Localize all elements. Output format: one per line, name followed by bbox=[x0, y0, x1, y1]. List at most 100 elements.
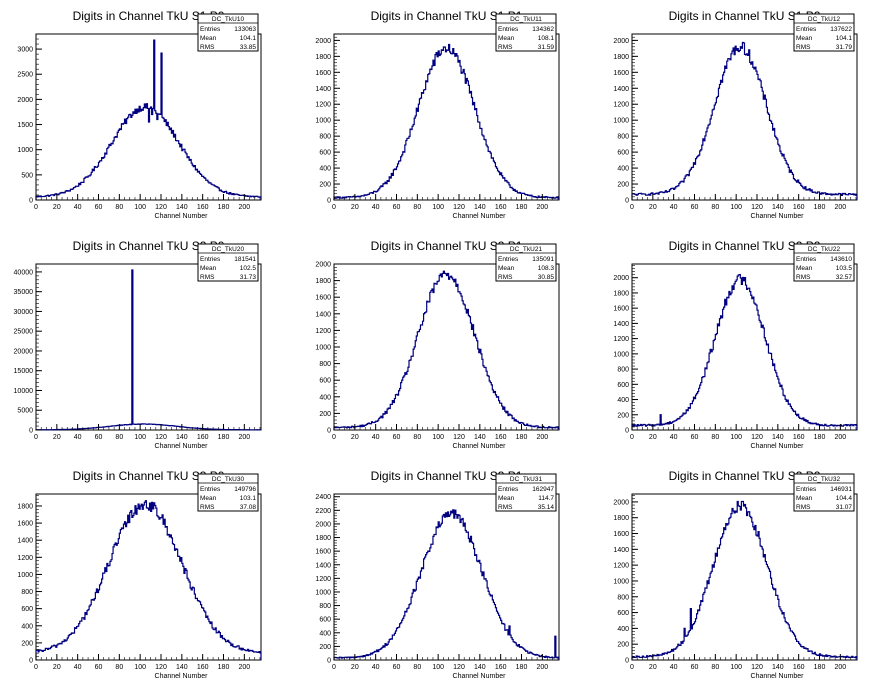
stats-name: DC_TkU10 bbox=[212, 16, 245, 23]
stats-value-rms: 33.85 bbox=[240, 44, 257, 51]
y-tick-label: 0 bbox=[327, 658, 331, 665]
y-tick-label: 500 bbox=[21, 172, 33, 179]
x-tick-label: 200 bbox=[834, 664, 846, 671]
x-tick-label: 100 bbox=[730, 434, 742, 441]
stats-box-frame bbox=[197, 473, 259, 512]
stats-value-rms: 31.59 bbox=[538, 44, 555, 51]
chart-title: Digits in Channel TkU S3 P0 bbox=[73, 469, 225, 483]
x-tick-label: 120 bbox=[155, 434, 167, 441]
y-tick-label: 800 bbox=[319, 361, 331, 368]
stats-value-entries: 146931 bbox=[830, 486, 852, 493]
stats-value-rms: 30.85 bbox=[538, 274, 555, 281]
stats-value-entries: 162947 bbox=[532, 486, 554, 493]
x-tick-label: 20 bbox=[53, 664, 61, 671]
histogram-line bbox=[631, 274, 858, 430]
y-tick-label: 1400 bbox=[315, 311, 331, 318]
stats-name: DC_TkU20 bbox=[212, 246, 245, 253]
x-tick-label: 180 bbox=[218, 664, 230, 671]
stats-value-entries: 143610 bbox=[830, 256, 852, 263]
y-tick-label: 1500 bbox=[17, 122, 33, 129]
histogram-line bbox=[631, 41, 858, 200]
x-tick-label: 40 bbox=[372, 434, 380, 441]
chart-title: Digits in Channel TkU S2 P0 bbox=[73, 239, 225, 253]
stats-box-frame bbox=[495, 243, 557, 282]
stats-label-mean: Mean bbox=[200, 35, 217, 42]
x-tick-label: 140 bbox=[772, 204, 784, 211]
plot-frame bbox=[333, 263, 560, 431]
x-tick-label: 120 bbox=[453, 664, 465, 671]
plot-frame bbox=[631, 33, 858, 201]
y-tick-label: 800 bbox=[21, 589, 33, 596]
stats-label-rms: RMS bbox=[200, 274, 215, 281]
x-tick-label: 200 bbox=[536, 204, 548, 211]
y-tick-label: 0 bbox=[625, 428, 629, 435]
stats-box: DC_TkU11 Entries 134362 Mean 108.1 RMS 31.59 bbox=[495, 13, 557, 52]
x-tick-label: 60 bbox=[393, 664, 401, 671]
y-tick-label: 1000 bbox=[315, 589, 331, 596]
stats-name: DC_TkU21 bbox=[510, 246, 543, 253]
stats-value-rms: 35.14 bbox=[538, 504, 555, 511]
stats-label-rms: RMS bbox=[200, 504, 215, 511]
stats-value-rms: 31.07 bbox=[836, 504, 853, 511]
x-axis-label: Channel Number bbox=[155, 443, 209, 450]
y-tick-label: 600 bbox=[617, 150, 629, 157]
x-tick-label: 0 bbox=[332, 204, 336, 211]
histogram-panel-2: Digits in Channel TkU S1 P10200400600800… bbox=[315, 9, 560, 220]
stats-label-mean: Mean bbox=[200, 265, 217, 272]
stats-label-entries: Entries bbox=[498, 256, 519, 263]
y-tick-label: 200 bbox=[319, 644, 331, 651]
x-tick-label: 100 bbox=[730, 664, 742, 671]
chart-title: Digits in Channel TkU S3 P1 bbox=[371, 469, 523, 483]
y-tick-label: 1200 bbox=[315, 328, 331, 335]
y-tick-label: 1000 bbox=[315, 345, 331, 352]
stats-box-frame bbox=[495, 473, 557, 512]
stats-value-rms: 31.79 bbox=[836, 44, 853, 51]
y-tick-label: 1600 bbox=[315, 549, 331, 556]
x-tick-label: 140 bbox=[772, 434, 784, 441]
chart-title: Digits in Channel TkU S2 P2 bbox=[669, 239, 821, 253]
y-tick-label: 0 bbox=[625, 658, 629, 665]
x-tick-label: 40 bbox=[670, 204, 678, 211]
x-tick-label: 100 bbox=[134, 204, 146, 211]
x-tick-label: 60 bbox=[95, 434, 103, 441]
plot-frame bbox=[35, 33, 262, 201]
y-tick-label: 1200 bbox=[613, 336, 629, 343]
y-tick-label: 1000 bbox=[613, 351, 629, 358]
x-tick-label: 160 bbox=[197, 204, 209, 211]
stats-value-rms: 37.08 bbox=[240, 504, 257, 511]
y-tick-label: 200 bbox=[617, 642, 629, 649]
y-tick-label: 200 bbox=[319, 411, 331, 418]
y-tick-label: 1800 bbox=[613, 290, 629, 297]
stats-box-frame bbox=[793, 243, 855, 282]
histogram-panel-1: Digits in Channel TkU S1 P00500100015002… bbox=[17, 9, 262, 220]
x-axis-label: Channel Number bbox=[453, 673, 507, 680]
y-tick-label: 400 bbox=[21, 623, 33, 630]
y-tick-label: 1400 bbox=[315, 86, 331, 93]
x-tick-label: 40 bbox=[372, 204, 380, 211]
x-tick-label: 80 bbox=[413, 204, 421, 211]
y-tick-label: 1000 bbox=[613, 578, 629, 585]
x-tick-label: 20 bbox=[351, 204, 359, 211]
stats-name: DC_TkU30 bbox=[212, 476, 245, 483]
stats-label-entries: Entries bbox=[200, 256, 221, 263]
stats-name: DC_TkU11 bbox=[510, 16, 542, 23]
stats-label-entries: Entries bbox=[498, 26, 519, 33]
x-tick-label: 140 bbox=[474, 204, 486, 211]
x-tick-label: 20 bbox=[351, 434, 359, 441]
histogram-panel-8: Digits in Channel TkU S3 P10200400600800… bbox=[315, 469, 560, 680]
stats-box: DC_TkU31 Entries 162947 Mean 114.7 RMS 35.14 bbox=[495, 473, 557, 512]
x-tick-label: 60 bbox=[95, 664, 103, 671]
stats-box: DC_TkU32 Entries 146931 Mean 104.4 RMS 31.07 bbox=[793, 473, 855, 512]
stats-label-mean: Mean bbox=[498, 265, 515, 272]
chart-title: Digits in Channel TkU S1 P2 bbox=[669, 9, 821, 23]
y-tick-label: 1400 bbox=[613, 86, 629, 93]
stats-label-rms: RMS bbox=[200, 44, 215, 51]
stats-value-rms: 31.73 bbox=[240, 274, 257, 281]
stats-box: DC_TkU22 Entries 143610 Mean 103.5 RMS 32.57 bbox=[793, 243, 855, 282]
stats-box: DC_TkU21 Entries 135091 Mean 108.3 RMS 30.85 bbox=[495, 243, 557, 282]
x-tick-label: 200 bbox=[536, 664, 548, 671]
x-tick-label: 80 bbox=[413, 664, 421, 671]
y-tick-label: 1200 bbox=[17, 555, 33, 562]
chart-title: Digits in Channel TkU S1 P0 bbox=[73, 9, 225, 23]
y-tick-label: 1600 bbox=[315, 70, 331, 77]
